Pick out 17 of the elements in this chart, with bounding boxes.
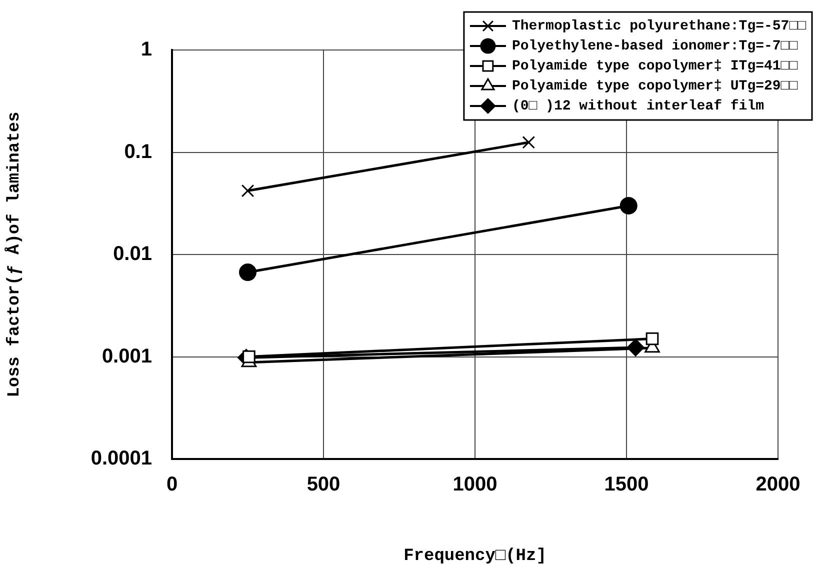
x-axis-title: Frequency□(Hz] [404, 547, 546, 566]
x-tick-label: 0 [166, 474, 178, 496]
legend-label: (0□ )12 without interleaf film [512, 98, 764, 115]
legend-label: Polyamide type copolymer‡ ITg=41□□ [512, 58, 798, 75]
x-tick-label: 2000 [756, 474, 800, 496]
y-tick-label: 0.1 [124, 140, 152, 163]
y-tick-label: 0.0001 [90, 448, 152, 470]
y-axis-title: Loss factor(ƒ Å)of laminates [4, 112, 24, 398]
x-tick-label: 1000 [452, 474, 498, 496]
y-tick-label: 1 [140, 38, 152, 61]
y-tick-label: 0.001 [102, 345, 152, 368]
legend-label: Polyamide type copolymer‡ UTg=29□□ [512, 78, 798, 95]
legend-label: Thermoplastic polyurethane:Tg=-57□□ [512, 18, 807, 35]
x-tick-label: 1500 [604, 474, 649, 496]
legend-label: Polyethylene-based ionomer:Tg=-7□□ [512, 38, 798, 55]
y-tick-label: 0.01 [113, 243, 152, 266]
x-tick-label: 500 [306, 474, 340, 496]
